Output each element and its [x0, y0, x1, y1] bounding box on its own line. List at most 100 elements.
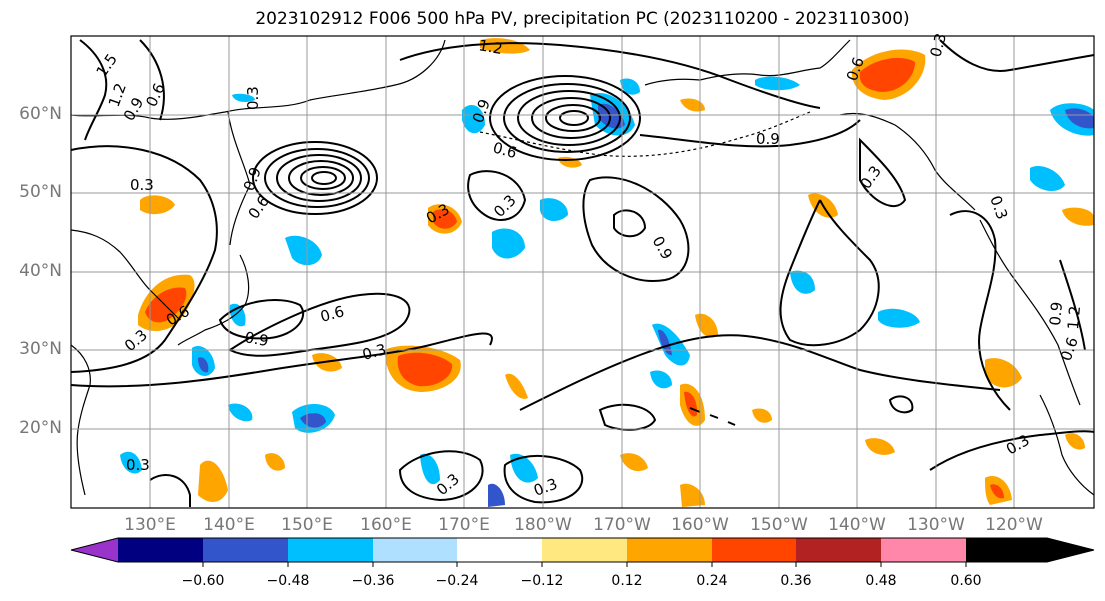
- contour-label: 0.9: [243, 328, 270, 350]
- colorbar-tick-label: 0.24: [696, 573, 728, 589]
- contour-label: 0.9: [756, 130, 780, 148]
- contour-low2-r3: [517, 90, 621, 146]
- precip-blob-south-dateline: [510, 453, 538, 483]
- colorbar-segment: [457, 538, 542, 562]
- contour-label: 0.6: [491, 138, 519, 162]
- colorbar-segment: [373, 538, 457, 562]
- contour-west-03: [70, 145, 218, 373]
- contour-north-03: [399, 42, 821, 109]
- precip-blob-philippine-sea: [228, 403, 253, 422]
- lon-label: 140°W: [828, 515, 886, 535]
- precip-blob-mexico-east: [1065, 433, 1085, 450]
- contour-low2-r2: [503, 83, 631, 153]
- lon-label: 120°W: [985, 515, 1043, 535]
- contour-hawaii-03: [598, 403, 657, 431]
- lon-label: 150°E: [281, 515, 333, 535]
- precip-blob-california-west: [878, 308, 920, 328]
- coast-siberia: [70, 39, 446, 120]
- lon-label: 160°E: [360, 515, 412, 535]
- lat-label: 60°N: [19, 104, 62, 124]
- lon-label: 180°W: [514, 515, 572, 535]
- lat-label: 50°N: [19, 182, 62, 202]
- lon-label: 150°W: [750, 515, 808, 535]
- contour-low2-outer: [489, 75, 641, 161]
- lon-label: 140°E: [203, 515, 255, 535]
- precip-blob-aleutian-small: [620, 78, 640, 95]
- colorbar: [70, 537, 1095, 567]
- contour-label: 1.2: [477, 36, 504, 58]
- contour-low2-inner: [559, 110, 589, 126]
- colorbar-tick-label: 0.12: [611, 573, 643, 589]
- precip-blob-hawaii-west: [650, 370, 672, 389]
- precip-blob-us-north: [1062, 207, 1094, 226]
- precip-blob-south-central: [680, 483, 705, 507]
- colorbar-extend-low: [71, 538, 118, 562]
- contour-south-03b: [503, 454, 584, 504]
- colorbar-outline: [70, 537, 1095, 563]
- contour-label: 0.3: [360, 340, 388, 364]
- precip-blob-hokkaido: [140, 195, 175, 215]
- colorbar-segment: [288, 538, 373, 562]
- precip-blob-south-japan-core: [198, 357, 209, 373]
- colorbar-segment: [712, 538, 796, 562]
- map-title: 2023102912 F006 500 hPa PV, precipitatio…: [255, 9, 910, 29]
- colorbar-tick-label: 0.60: [950, 573, 982, 589]
- precip-blob-aleutian-core: [598, 103, 625, 129]
- colorbar-segment: [118, 538, 203, 562]
- precip-blob-south-hawaii: [620, 453, 648, 472]
- contour-southwest-03: [149, 474, 191, 507]
- lon-label: 130°E: [124, 515, 176, 535]
- graticule: [71, 36, 1094, 508]
- precip-blob-aleutian-west: [462, 105, 485, 134]
- contour-06-band: [228, 292, 411, 357]
- precip-blob-luzon: [120, 451, 142, 474]
- coast-sakhalin: [227, 111, 251, 246]
- precip-blob-canada-north-core: [1065, 108, 1094, 129]
- precip-blob-off-japan: [285, 235, 322, 266]
- contour-label: 0.3: [244, 86, 262, 110]
- colorbar-segment: [542, 538, 627, 562]
- precip-blob-northeast-pacific: [790, 270, 815, 294]
- precip-blob-alaska-core: [859, 57, 915, 92]
- coast-china: [70, 344, 91, 496]
- precip-blob-hawaii-ne: [695, 313, 718, 338]
- map-frame: [70, 35, 1095, 509]
- contour-label: 0.9: [1046, 301, 1066, 326]
- contour-coast-03: [949, 210, 1011, 411]
- precip-blob-canada: [1030, 165, 1065, 192]
- precip-blob-siberia: [232, 93, 255, 103]
- lat-label: 20°N: [19, 418, 62, 438]
- contour-low1-outer: [252, 141, 378, 215]
- precip-blob-east-pacific: [865, 438, 895, 455]
- contour-east-small: [888, 395, 914, 414]
- precip-blob-mexico-south-core: [990, 484, 1004, 499]
- precip-blob-baja: [985, 358, 1022, 388]
- lon-label: 170°E: [438, 515, 490, 535]
- contour-low1-r2: [264, 148, 370, 208]
- precip-blob-dateline-north: [540, 198, 568, 222]
- precip-blob-subtropical-core: [397, 352, 453, 387]
- colorbar-tick-label: −0.48: [266, 573, 310, 589]
- colorbar-segment: [203, 538, 288, 562]
- contour-low1-r3: [276, 154, 362, 202]
- lat-label: 40°N: [19, 261, 62, 281]
- contour-label: 1.2: [1064, 305, 1084, 330]
- colorbar-segment: [627, 538, 712, 562]
- colorbar-tick-label: −0.12: [520, 573, 564, 589]
- colorbar-tick-label: −0.60: [181, 573, 225, 589]
- precip-blob-marianas: [265, 453, 285, 471]
- contour-low1-inner: [311, 171, 337, 185]
- contour-japan-09: [218, 299, 305, 340]
- contour-far-west-15: [79, 39, 108, 141]
- contour-low2-r4: [531, 97, 611, 139]
- precip-blob-hawaii-east: [752, 408, 772, 423]
- precip-blob-subtropics-central: [505, 373, 528, 399]
- contour-label: 0.3: [926, 31, 950, 59]
- lon-label: 130°W: [907, 515, 965, 535]
- colorbar-tick-label: −0.24: [435, 573, 479, 589]
- coast-aleutians: [479, 111, 811, 157]
- contour-far-west-12: [139, 39, 165, 121]
- contour-gulf-03: [779, 199, 880, 347]
- contour-south-03: [398, 450, 484, 502]
- lon-label: 170°W: [593, 515, 651, 535]
